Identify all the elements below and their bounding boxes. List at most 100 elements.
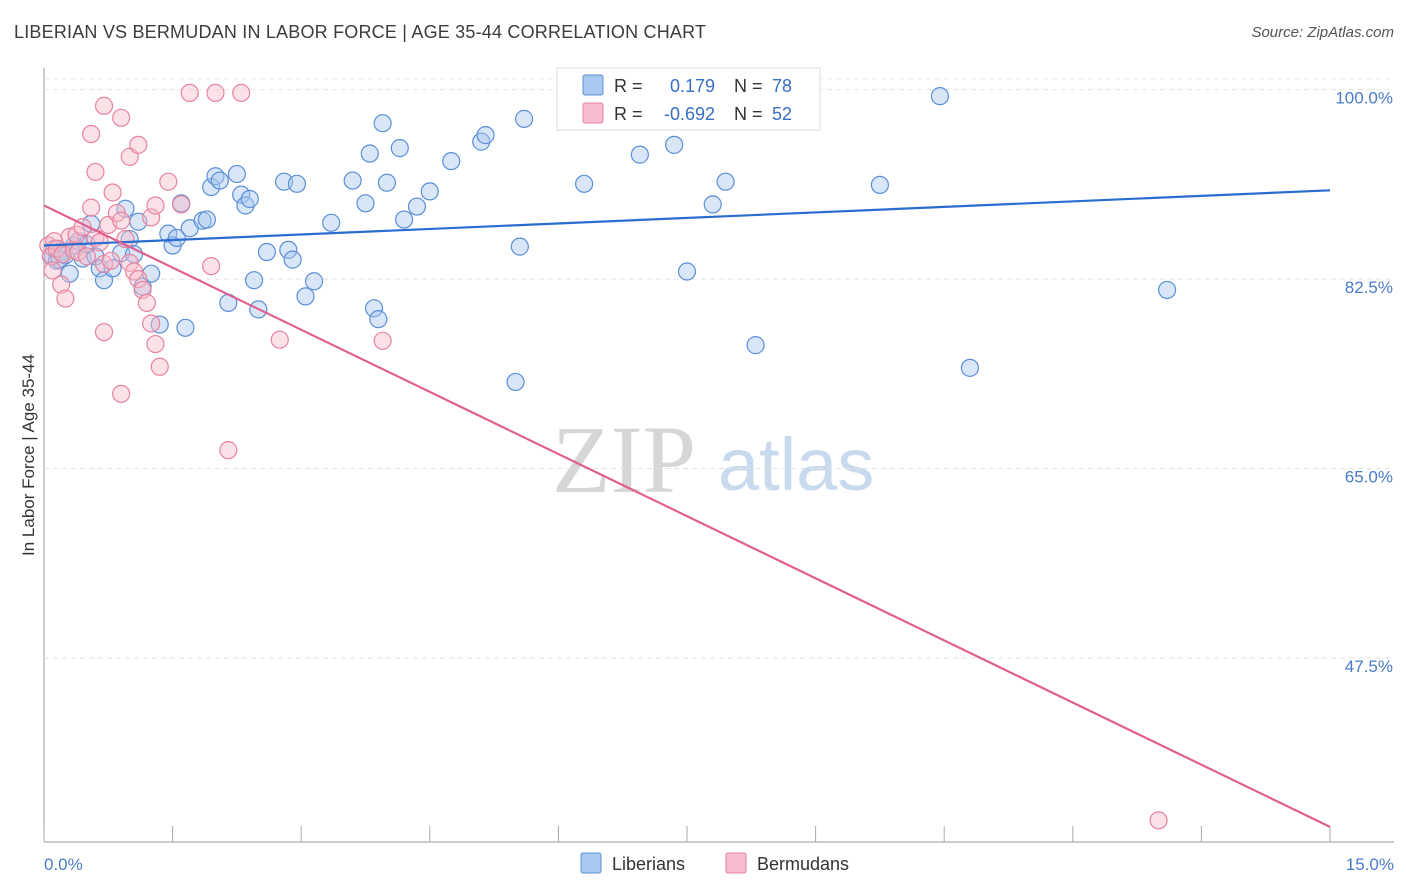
liberians-point-22: [159, 224, 178, 243]
stats-n-label-liberians: N =: [734, 76, 763, 96]
bermudans-point-5: [52, 275, 71, 294]
liberians-point-46: [304, 272, 324, 291]
y-tick-label-1: 65.0%: [1345, 468, 1393, 487]
bermudans-point-38: [142, 208, 161, 227]
liberians-point-47: [322, 213, 341, 232]
liberians-point-55: [390, 139, 409, 158]
liberians-point-34: [227, 164, 246, 184]
liberians-point-68: [677, 262, 697, 281]
liberians-point-63: [510, 237, 529, 256]
bermudans-point-40: [159, 172, 178, 191]
bermudans-points: [39, 83, 1168, 830]
bermudans-point-33: [86, 162, 105, 182]
liberians-point-53: [373, 114, 392, 133]
liberians-point-70: [716, 172, 735, 191]
bermudans-point-13: [77, 247, 96, 266]
stats-r-label-liberians: R =: [614, 76, 643, 96]
liberians-point-57: [407, 197, 427, 216]
bermudans-point-29: [142, 314, 161, 333]
liberians-point-13: [103, 259, 122, 278]
liberians-point-40: [257, 242, 277, 262]
stats-n-label-bermudans: N =: [734, 104, 763, 124]
watermark: ZIP atlas: [552, 406, 874, 513]
liberians-point-43: [283, 250, 302, 269]
liberians-point-74: [960, 358, 980, 377]
bermudans-point-50: [94, 323, 114, 342]
stats-legend: R = 0.179 N = 78 R = -0.692 N = 52: [556, 67, 821, 131]
y-tick-label-3: 100.0%: [1335, 89, 1393, 108]
bermudans-point-45: [232, 83, 251, 102]
bermudans-point-14: [82, 198, 101, 217]
liberians-point-69: [703, 195, 722, 214]
stats-n-value-liberians: 78: [772, 76, 792, 96]
bermudans-point-7: [56, 289, 75, 308]
stats-r-value-bermudans: -0.692: [664, 104, 715, 124]
bermudans-point-20: [103, 183, 122, 202]
liberians-point-38: [244, 271, 264, 290]
stats-n-value-bermudans: 52: [772, 104, 792, 124]
bermudans-point-35: [112, 108, 131, 127]
liberians-point-71: [746, 336, 765, 355]
liberians-point-45: [296, 287, 315, 306]
liberians-point-24: [167, 228, 186, 248]
stats-r-label-bermudans: R =: [614, 104, 643, 124]
liberians-point-49: [356, 194, 375, 213]
legend-swatch-liberians: [580, 852, 602, 874]
chart-title: LIBERIAN VS BERMUDAN IN LABOR FORCE | AG…: [14, 22, 707, 42]
liberians-point-37: [240, 189, 259, 209]
legend-label-liberians: Liberians: [612, 854, 685, 874]
y-axis-label: In Labor Force | Age 35-44: [19, 354, 38, 556]
stats-r-value-liberians: 0.179: [670, 76, 715, 96]
bermudans-point-42: [180, 83, 199, 102]
liberians-point-75: [1158, 280, 1177, 300]
bermudans-point-30: [146, 334, 165, 354]
stats-swatch-liberians: [582, 74, 604, 96]
liberians-point-58: [420, 182, 439, 201]
bermudans-point-44: [206, 83, 225, 102]
liberians-trend-line: [43, 189, 1331, 247]
liberians-point-65: [575, 174, 594, 193]
liberians-point-15: [116, 199, 135, 218]
legend-swatch-bermudans: [725, 852, 747, 874]
liberians-point-59: [442, 151, 461, 171]
bermudans-point-39: [146, 196, 165, 215]
liberians-point-62: [506, 372, 525, 392]
bermudans-point-31: [150, 357, 169, 376]
y-tick-label-0: 47.5%: [1345, 657, 1393, 676]
liberians-point-48: [343, 171, 362, 190]
bermudans-point-22: [112, 211, 131, 230]
bermudans-trend-line: [43, 204, 1331, 828]
y-tick-labels: 47.5% 65.0% 82.5% 100.0%: [1335, 89, 1393, 676]
legend-label-bermudans: Bermudans: [757, 854, 849, 874]
liberians-point-67: [665, 135, 684, 154]
liberians-point-56: [394, 210, 414, 229]
bermudans-point-51: [1149, 811, 1168, 830]
liberians-point-61: [476, 126, 495, 145]
x-tick-label-min: 0.0%: [44, 855, 83, 874]
watermark-atlas: atlas: [718, 423, 874, 506]
y-tick-label-2: 82.5%: [1345, 278, 1393, 297]
liberians-point-26: [176, 318, 195, 337]
liberians-point-66: [630, 145, 649, 164]
bermudans-point-28: [137, 293, 156, 313]
liberians-point-52: [369, 310, 388, 329]
liberians-point-73: [930, 87, 950, 106]
bermudans-point-46: [270, 330, 289, 349]
liberians-point-54: [377, 173, 397, 192]
bermudans-point-19: [101, 251, 120, 270]
liberians-point-64: [515, 109, 534, 128]
liberians-point-42: [279, 240, 298, 259]
bermudans-point-32: [82, 124, 101, 144]
bermudans-point-2: [43, 261, 62, 280]
chart-source: Source: ZipAtlas.com: [1251, 24, 1394, 41]
liberians-point-50: [360, 144, 379, 163]
watermark-zip: ZIP: [552, 406, 696, 513]
bermudans-point-43: [202, 257, 221, 276]
grid-lines: [44, 78, 1394, 659]
stats-swatch-bermudans: [582, 102, 604, 124]
bermudans-point-48: [219, 441, 238, 460]
bermudans-point-34: [94, 96, 114, 115]
bermudans-point-24: [120, 253, 139, 272]
bermudans-point-47: [373, 331, 392, 350]
